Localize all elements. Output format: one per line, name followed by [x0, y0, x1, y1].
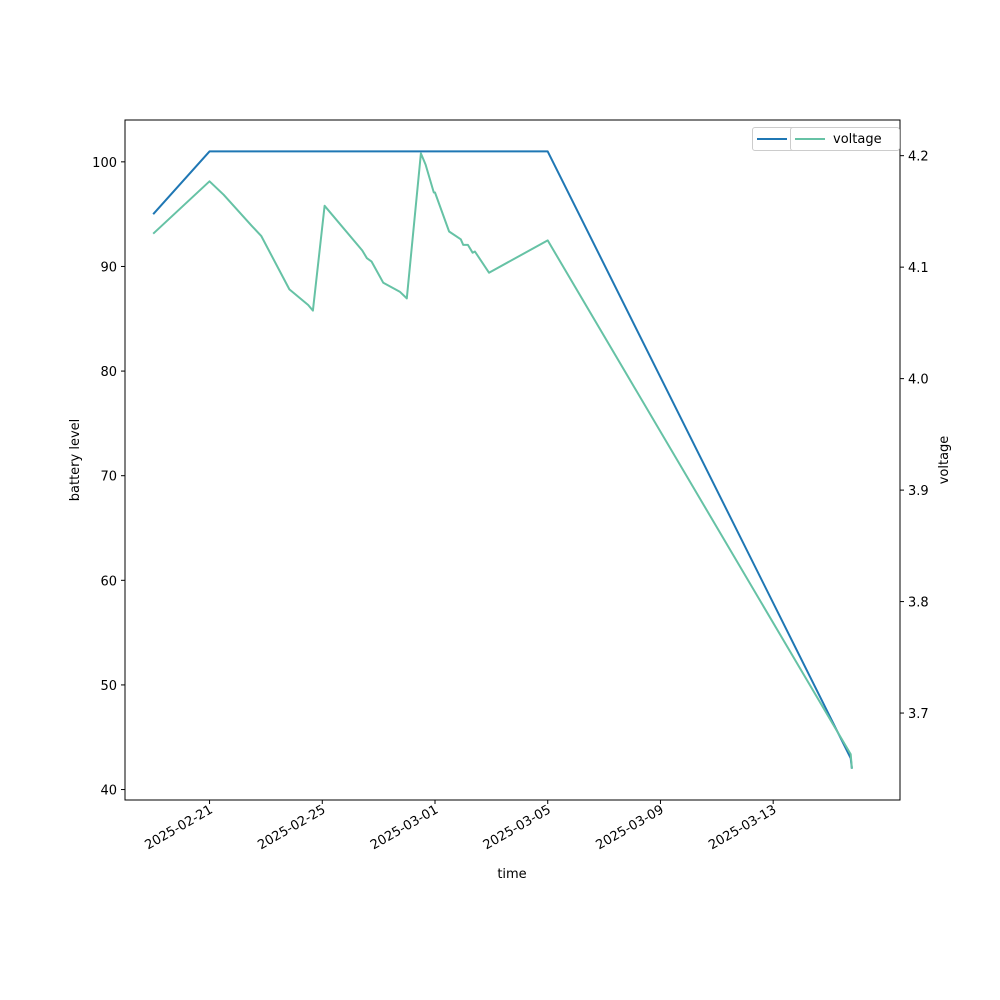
y-left-tick-label: 70 — [100, 470, 117, 485]
legend-swatch-battery — [757, 138, 787, 140]
legend-swatch-voltage — [795, 138, 825, 140]
plot-area — [152, 150, 853, 769]
y-right-tick-label: 3.8 — [908, 596, 929, 611]
y-left-tick-label: 90 — [100, 260, 117, 275]
legend-entry-voltage: voltage — [795, 130, 895, 148]
y-right-tick-label: 4.2 — [908, 150, 929, 165]
series-line-voltage — [152, 152, 853, 769]
legend-voltage: voltage — [790, 127, 900, 151]
y-left-tick-label: 60 — [100, 574, 117, 589]
y-axis-right-label: voltage — [937, 436, 952, 485]
y-left-tick-label: 40 — [100, 784, 117, 799]
y-axis-left: 40 50 60 70 80 90 100 — [92, 156, 125, 799]
y-right-tick-label: 3.7 — [908, 707, 929, 722]
y-right-tick-label: 3.9 — [908, 484, 929, 499]
y-axis-left-label: battery level — [68, 419, 83, 502]
y-right-tick-label: 4.1 — [908, 261, 929, 276]
y-left-tick-label: 50 — [100, 679, 117, 694]
y-left-tick-label: 80 — [100, 365, 117, 380]
y-axis-right: 3.7 3.8 3.9 4.0 4.1 4.2 — [900, 150, 929, 722]
plot-frame — [124, 119, 901, 801]
y-right-tick-label: 4.0 — [908, 373, 929, 388]
legend-label-voltage: voltage — [833, 131, 882, 147]
x-axis-label: time — [497, 867, 526, 882]
y-left-tick-label: 100 — [92, 156, 117, 171]
